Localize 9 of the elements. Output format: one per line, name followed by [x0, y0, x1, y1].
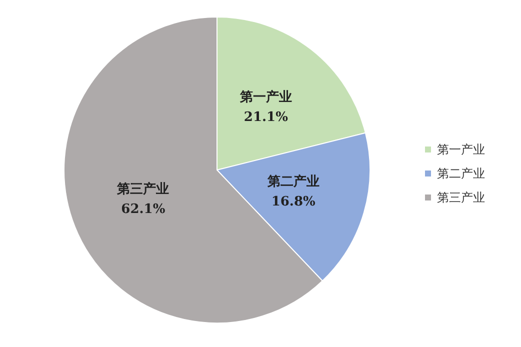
slice-label: 第二产业: [266, 174, 320, 190]
data-label: 16.8%: [271, 194, 316, 210]
data-label: 62.1%: [121, 202, 166, 217]
legend-label: 第三产业: [437, 190, 485, 204]
data-label: 21.1%: [244, 110, 289, 125]
legend-label: 第二产业: [437, 166, 485, 180]
legend-label: 第一产业: [437, 142, 485, 156]
slice-label: 第一产业: [238, 88, 292, 105]
slice-label: 第三产业: [116, 181, 170, 197]
